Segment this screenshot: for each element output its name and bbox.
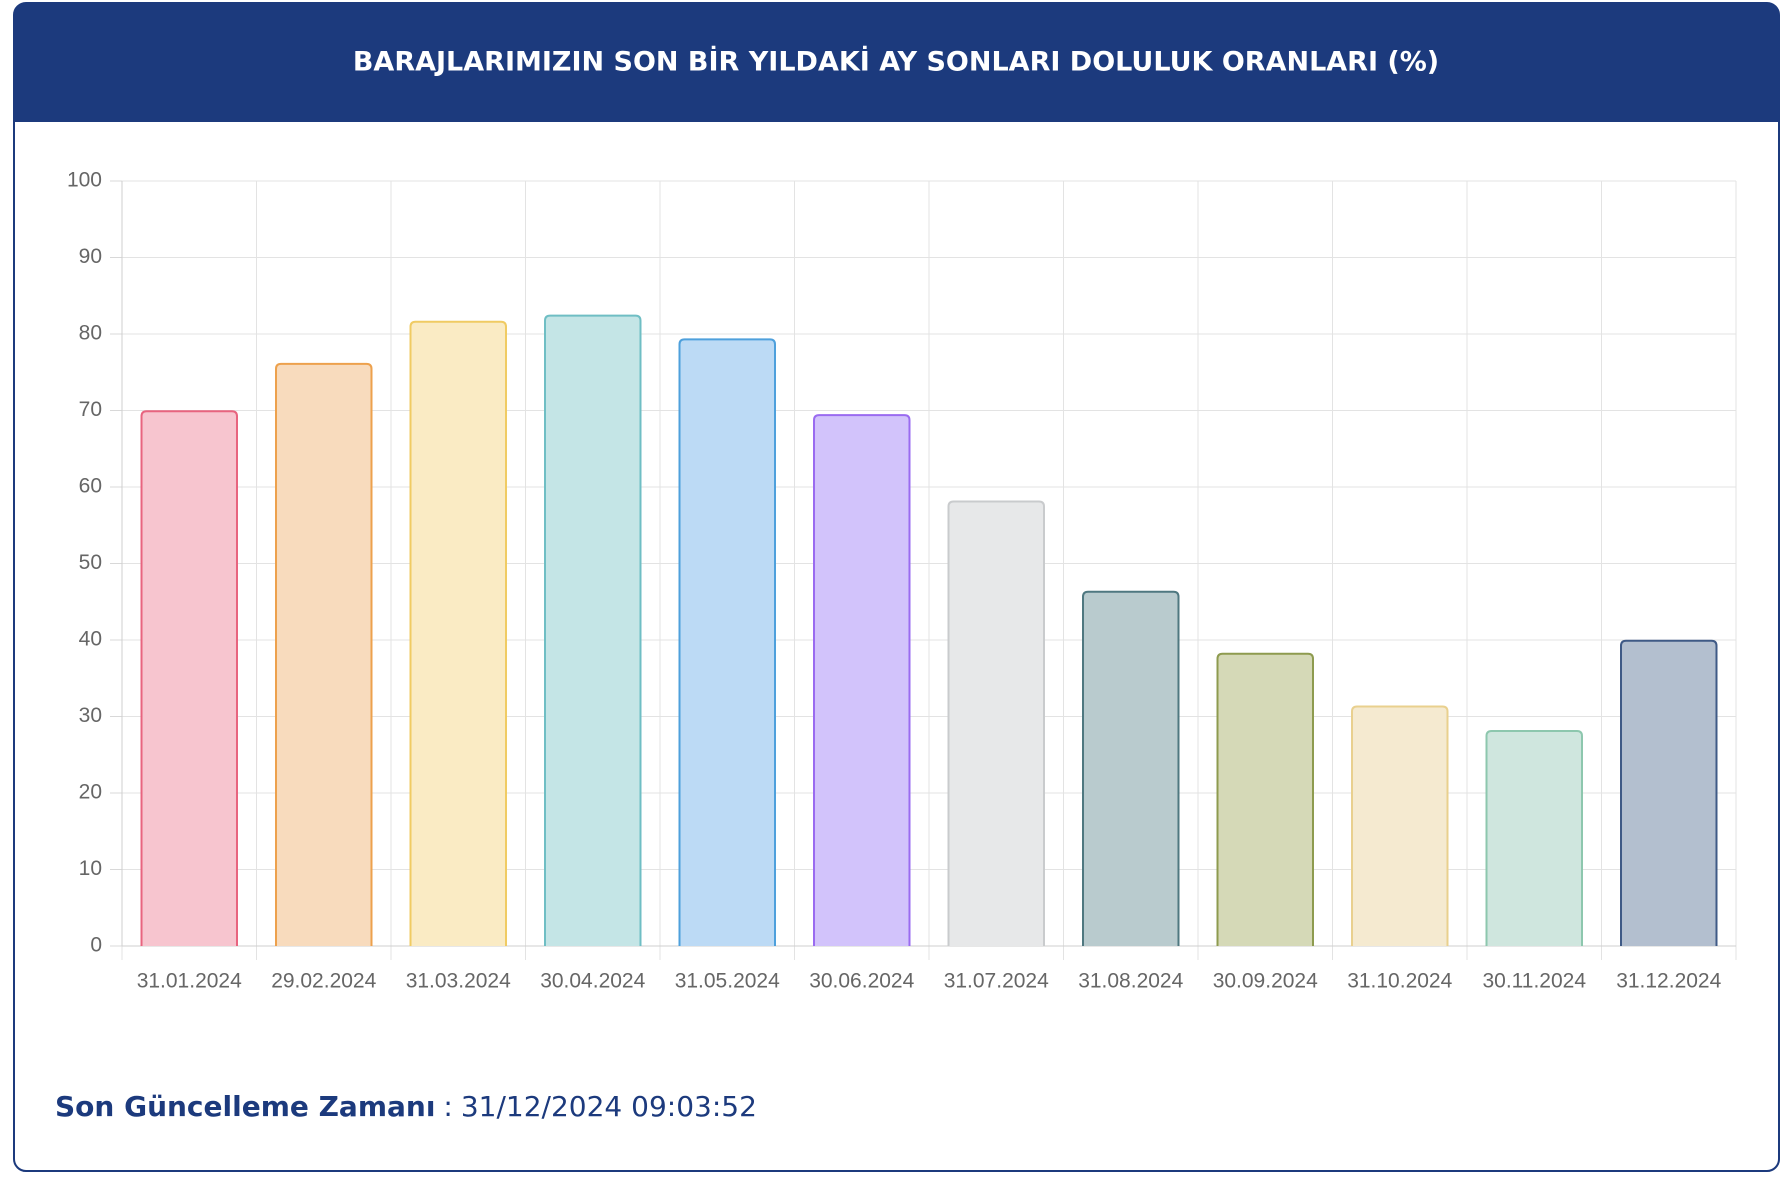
bar <box>1485 730 1583 946</box>
x-tick-label: 30.06.2024 <box>809 970 914 993</box>
x-tick-label: 30.09.2024 <box>1213 970 1318 993</box>
x-tick-label: 30.04.2024 <box>540 970 645 993</box>
footer-separator: : <box>443 1090 452 1123</box>
y-tick-label: 100 <box>67 169 102 192</box>
bar <box>947 500 1045 946</box>
y-tick-label: 60 <box>79 475 102 498</box>
chart-title: BARAJLARIMIZIN SON BİR YILDAKİ AY SONLAR… <box>353 46 1439 78</box>
plot-area: 0 10 20 30 40 50 60 70 80 90 100 31.01.2024 29.02.20… <box>67 169 1737 993</box>
bar <box>1082 590 1180 946</box>
bar <box>813 414 911 946</box>
x-tick-label: 31.08.2024 <box>1078 970 1183 993</box>
y-tick-label: 90 <box>79 245 102 268</box>
y-tick-label: 40 <box>79 628 102 651</box>
bar <box>140 410 238 946</box>
footer-label: Son Güncelleme Zamanı <box>55 1090 435 1123</box>
y-tick-label: 10 <box>79 857 102 880</box>
bar <box>1351 705 1449 946</box>
bar <box>1216 652 1314 946</box>
bar <box>275 362 373 946</box>
y-tick-label: 20 <box>79 781 102 804</box>
bar <box>678 338 776 946</box>
x-tick-label: 31.10.2024 <box>1347 970 1452 993</box>
y-tick-label: 30 <box>79 704 102 727</box>
x-tick-label: 29.02.2024 <box>271 970 376 993</box>
y-tick-label: 0 <box>90 934 102 957</box>
footer-value: 31/12/2024 09:03:52 <box>461 1090 757 1123</box>
x-tick-label: 30.11.2024 <box>1482 970 1586 993</box>
bar <box>1620 639 1718 946</box>
x-tick-label: 31.01.2024 <box>137 970 242 993</box>
y-tick-label: 50 <box>79 551 102 574</box>
y-tick-label: 70 <box>79 398 102 421</box>
x-tick-label: 31.07.2024 <box>944 970 1049 993</box>
header-bar <box>14 3 1779 122</box>
x-tick-label: 31.05.2024 <box>675 970 780 993</box>
bar <box>544 314 642 946</box>
footer-text: Son Güncelleme Zamanı:31/12/2024 09:03:5… <box>55 1090 757 1123</box>
x-tick-label: 31.03.2024 <box>406 970 511 993</box>
y-tick-label: 80 <box>79 322 102 345</box>
x-tick-label: 31.12.2024 <box>1616 970 1721 993</box>
bar <box>409 320 507 946</box>
